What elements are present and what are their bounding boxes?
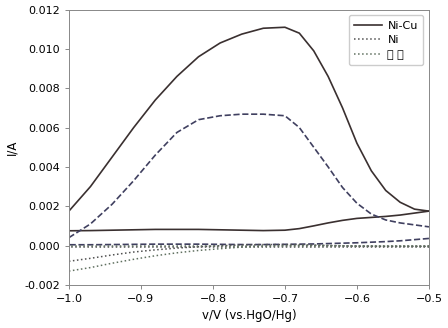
Legend: Ni-Cu, Ni, 空 白: Ni-Cu, Ni, 空 白 — [349, 15, 423, 65]
Y-axis label: I/A: I/A — [5, 139, 18, 155]
X-axis label: v/V (vs.HgO/Hg): v/V (vs.HgO/Hg) — [202, 309, 296, 322]
